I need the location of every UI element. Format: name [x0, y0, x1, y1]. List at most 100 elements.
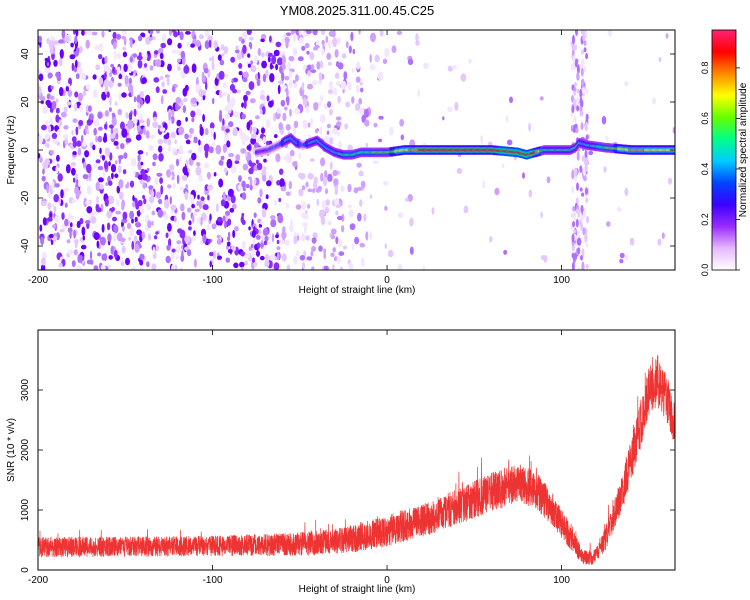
noise-cell [220, 155, 225, 160]
noise-cell [321, 199, 327, 210]
band-cell [571, 49, 575, 57]
noise-cell [149, 36, 153, 41]
band-cell [580, 222, 583, 231]
noise-cell [93, 127, 97, 136]
noise-cell [323, 103, 329, 110]
noise-cell [409, 217, 414, 227]
noise-cell [337, 170, 341, 175]
noise-cell [44, 66, 51, 74]
noise-cell [237, 89, 241, 94]
noise-cell [288, 55, 295, 62]
noise-cell [75, 73, 80, 80]
noise-cell [200, 216, 203, 226]
noise-cell [277, 214, 284, 224]
noise-cell [287, 61, 291, 71]
band-cell [585, 264, 589, 269]
noise-cell [273, 199, 277, 206]
noise-cell [240, 215, 244, 224]
noise-cell [78, 119, 84, 127]
noise-cell [160, 95, 164, 105]
noise-cell [261, 106, 266, 115]
noise-cell [225, 128, 230, 133]
noise-cell [108, 180, 113, 186]
noise-cell [40, 200, 47, 207]
noise-cell [75, 30, 79, 37]
noise-cell [509, 96, 513, 104]
noise-cell [356, 162, 362, 168]
noise-cell [276, 246, 281, 251]
noise-cell [39, 224, 43, 232]
noise-cell [360, 87, 364, 93]
noise-cell [242, 44, 247, 54]
spectrogram-x-label: Height of straight line (km) [299, 285, 416, 296]
noise-cell [281, 253, 287, 262]
noise-cell [191, 152, 197, 161]
noise-cell [256, 138, 263, 143]
noise-cell [97, 135, 103, 143]
noise-cell [172, 148, 177, 153]
y-tick-label: -20 [20, 190, 31, 205]
band-cell [585, 88, 589, 95]
noise-cell [336, 132, 340, 137]
y-tick-label: 20 [20, 96, 31, 108]
noise-cell [379, 30, 384, 37]
noise-cell [251, 229, 256, 238]
noise-cell [204, 128, 209, 136]
noise-cell [42, 217, 47, 226]
noise-cell [152, 121, 159, 129]
noise-cell [185, 117, 188, 122]
noise-cell [86, 30, 92, 36]
noise-cell [143, 198, 147, 205]
noise-cell [292, 33, 297, 43]
noise-cell [46, 37, 50, 45]
noise-cell [133, 108, 137, 117]
noise-cell [136, 55, 143, 61]
noise-cell [158, 153, 164, 162]
band-cell [574, 58, 578, 68]
noise-cell [209, 57, 213, 61]
noise-cell [279, 168, 284, 175]
noise-cell [126, 181, 130, 189]
noise-cell [603, 166, 607, 173]
noise-cell [248, 226, 251, 231]
noise-cell [211, 55, 215, 63]
noise-cell [358, 170, 364, 177]
noise-cell [543, 255, 548, 263]
noise-cell [125, 137, 132, 143]
noise-cell [106, 210, 113, 219]
noise-cell [265, 194, 269, 200]
noise-cell [307, 83, 313, 90]
noise-cell [261, 60, 267, 69]
noise-cell [54, 214, 60, 223]
snr-x-label: Height of straight line (km) [299, 584, 416, 595]
noise-cell [339, 266, 344, 270]
noise-cell [348, 45, 352, 54]
noise-cell [182, 105, 187, 113]
noise-cell [337, 95, 341, 104]
noise-cell [56, 75, 62, 81]
noise-cell [305, 30, 312, 35]
noise-cell [234, 111, 240, 119]
noise-cell [98, 54, 103, 60]
noise-cell [137, 150, 144, 155]
noise-cell [203, 67, 209, 74]
noise-cell [58, 119, 62, 127]
noise-cell [442, 116, 445, 121]
noise-cell [60, 189, 64, 199]
noise-cell [113, 50, 117, 61]
band-cell [584, 123, 588, 132]
noise-cell [103, 72, 107, 79]
noise-cell [359, 242, 366, 248]
noise-cell [74, 239, 79, 245]
noise-cell [100, 264, 106, 270]
noise-cell [147, 220, 152, 229]
noise-cell [329, 137, 334, 145]
noise-cell [198, 34, 204, 40]
noise-cell [288, 70, 293, 79]
noise-cell [173, 215, 177, 223]
noise-cell [112, 31, 117, 39]
noise-cell [315, 128, 318, 134]
noise-cell [232, 127, 238, 137]
